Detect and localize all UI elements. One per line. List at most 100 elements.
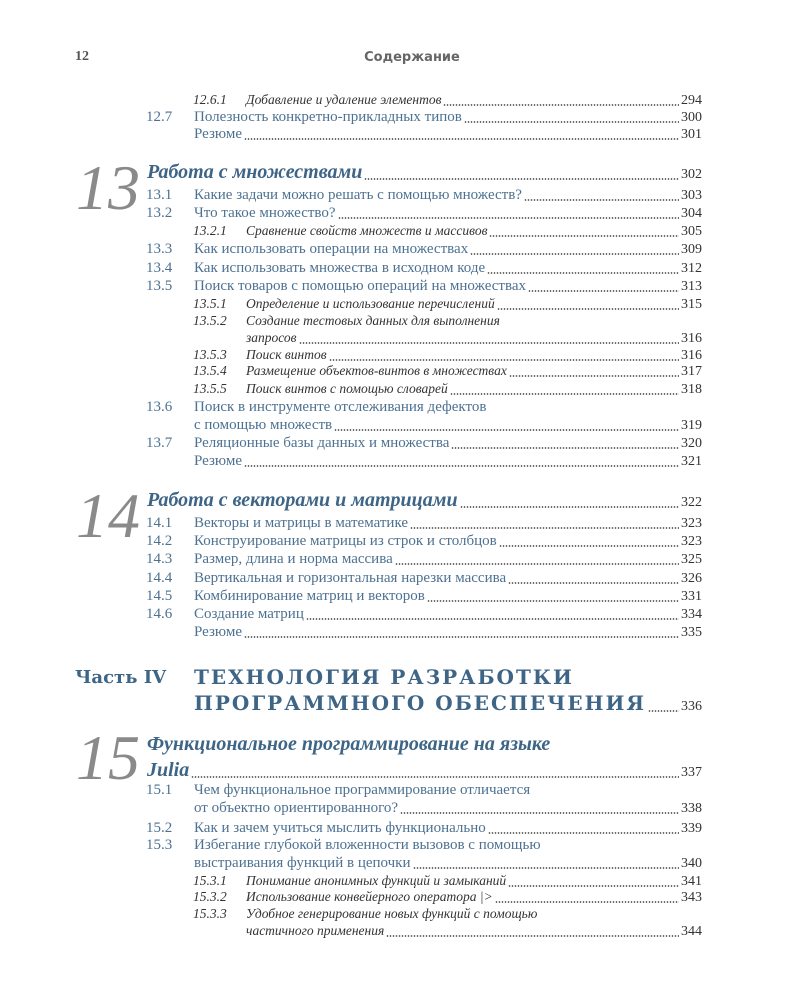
entry-page-number: 316 [681,348,702,363]
toc-entry[interactable]: Резюме 321 [0,451,800,471]
toc-entry[interactable]: 13.6 Поиск в инструменте отслеживания деф… [0,397,800,417]
entry-page-number: 312 [681,261,702,276]
page-number: 12 [75,49,89,64]
toc-entry[interactable]: 15.3 Избегание глубокой вложенности вызов… [0,835,800,855]
toc-entry[interactable]: 14.3 Размер, длина и норма массива 325 [0,549,800,569]
entry-page-number: 339 [681,821,702,836]
toc-entry[interactable]: выстраивания функций в цепочки 340 [0,853,800,873]
toc-entry[interactable]: 13.5.1 Определение и использование перечи… [0,294,800,314]
dot-leader [508,885,679,887]
toc-entry[interactable]: 14.4 Вертикальная и горизонтальная нарезк… [0,568,800,588]
entry-number: 15.1 [146,782,173,798]
running-header-title: Содержание [364,50,460,65]
entry-title: Поиск винтов [246,347,327,362]
toc-entry[interactable]: Резюме 301 [0,124,800,144]
toc-entry[interactable]: от объектно ориентированного? 338 [0,798,800,818]
toc-entry[interactable]: 12.6.1 Добавление и удаление элементов 294 [0,90,800,110]
dot-leader [298,342,679,344]
dot-leader [305,618,679,620]
toc-entry[interactable]: 13.7 Реляционные базы данных и множества 3… [0,433,800,453]
entry-number: 13.7 [146,435,173,451]
toc-entry[interactable]: 15.1 Чем функциональное программирование … [0,780,800,800]
toc-entry[interactable]: 13.5.3 Поиск винтов 316 [0,345,800,365]
entry-number: 13.5.4 [193,363,227,378]
entry-page-number: 323 [681,516,702,531]
toc-entry[interactable]: 15.3.3 Удобное генерирование новых функци… [0,904,800,924]
entry-page-number: 294 [681,93,702,108]
dot-leader [487,272,679,274]
entry-title: ТЕХНОЛОГИЯ РАЗРАБОТКИ [194,665,574,689]
toc-entry[interactable]: частичного применения 344 [0,921,800,941]
entry-page-number: 341 [681,874,702,889]
toc-entry[interactable]: 14.5 Комбинирование матриц и векторов 331 [0,586,800,606]
entry-page-number: 343 [681,890,702,905]
entry-title: Чем функциональное программирование отли… [194,782,531,798]
dot-leader [508,582,679,584]
toc-entry[interactable]: 12.7 Полезность конкретно-прикладных типо… [0,107,800,127]
dot-leader [489,235,679,237]
entry-number: 12.6.1 [193,92,227,107]
entry-page-number: 319 [681,418,702,433]
entry-number: 13.2.1 [193,223,227,238]
entry-number: 14.5 [146,588,173,604]
toc-entry[interactable]: с помощью множеств 319 [0,415,800,435]
entry-title: Избегание глубокой вложенности вызовов с… [194,837,541,853]
entry-title: Добавление и удаление элементов [246,92,442,107]
toc-entry[interactable]: Функциональное программирование на языке [0,734,800,754]
toc-entry[interactable]: Работа с множествами 302 [0,162,800,182]
toc-entry[interactable]: ПРОГРАММНОГО ОБЕСПЕЧЕНИЯ 336 [0,691,800,715]
toc-entry[interactable]: 13.1 Какие задачи можно решать с помощью … [0,185,800,205]
entry-title: частичного применения [246,923,385,938]
dot-leader [496,308,679,310]
dot-leader [498,545,679,547]
entry-title: Как использовать операции на множествах [194,241,469,257]
dot-leader [523,199,679,201]
entry-title: Какие задачи можно решать с помощью множ… [194,187,522,203]
toc-entry[interactable]: Резюме 335 [0,622,800,642]
toc-entry[interactable]: 15.3.1 Понимание анонимных функций и замы… [0,871,800,891]
dot-leader [244,636,679,638]
entry-number: 14.4 [146,570,173,586]
entry-title: Поиск товаров с помощью операций на множ… [194,278,526,294]
dot-leader [487,832,679,834]
entry-title: с помощью множеств [194,417,333,433]
dot-leader [443,104,679,106]
toc-entry[interactable]: 13.5.5 Поиск винтов с помощью словарей 318 [0,379,800,399]
toc-entry[interactable]: Julia 337 [0,760,800,780]
toc-entry[interactable]: 13.3 Как использовать операции на множест… [0,239,800,259]
toc-entry[interactable]: 13.4 Как использовать множества в исходно… [0,258,800,278]
toc-entry[interactable]: 13.5.2 Создание тестовых данных для выпол… [0,311,800,331]
entry-number: 13.5.3 [193,347,227,362]
entry-page-number: 322 [681,495,702,510]
toc-entry[interactable]: 15.2 Как и зачем учиться мыслить функцион… [0,818,800,838]
toc-entry[interactable]: 13.2 Что такое множество? 304 [0,203,800,223]
entry-page-number: 300 [681,110,702,125]
entry-number: 13.5.1 [193,296,227,311]
dot-leader [394,563,679,565]
toc-entry[interactable]: ТЕХНОЛОГИЯ РАЗРАБОТКИ [0,667,800,687]
entry-number: 12.7 [146,109,173,125]
dot-leader [334,429,679,431]
toc-entry[interactable]: 13.5 Поиск товаров с помощью операций на … [0,276,800,296]
toc-entry[interactable]: 13.5.4 Размещение объектов-винтов в множе… [0,361,800,381]
entry-title: Создание тестовых данных для выполнения [246,313,500,328]
dot-leader [470,253,679,255]
toc-entry[interactable]: 14.2 Конструирование матрицы из строк и с… [0,531,800,551]
toc-entry[interactable]: запросов 316 [0,328,800,348]
entry-title: Вертикальная и горизонтальная нарезки ма… [194,570,507,586]
dot-leader [337,217,679,219]
chapter-number-14: 14 [76,480,140,551]
entry-title: Конструирование матрицы из строк и столб… [194,533,497,549]
toc-entry[interactable]: 15.3.2 Использование конвейерного операто… [0,887,800,907]
toc-entry[interactable]: Работа с векторами и матрицами 322 [0,490,800,510]
entry-number: 15.3 [146,837,173,853]
dot-leader [451,447,679,449]
toc-entry[interactable]: 13.2.1 Сравнение свойств множеств и масси… [0,221,800,241]
toc-entry[interactable]: 14.6 Создание матриц 334 [0,604,800,624]
entry-page-number: 303 [681,188,702,203]
entry-title: Векторы и матрицы в математике [194,515,409,531]
part-label: Часть IV [75,667,167,688]
entry-title: ПРОГРАММНОГО ОБЕСПЕЧЕНИЯ [194,691,647,715]
entry-number: 13.4 [146,260,173,276]
toc-entry[interactable]: 14.1 Векторы и матрицы в математике 323 [0,513,800,533]
